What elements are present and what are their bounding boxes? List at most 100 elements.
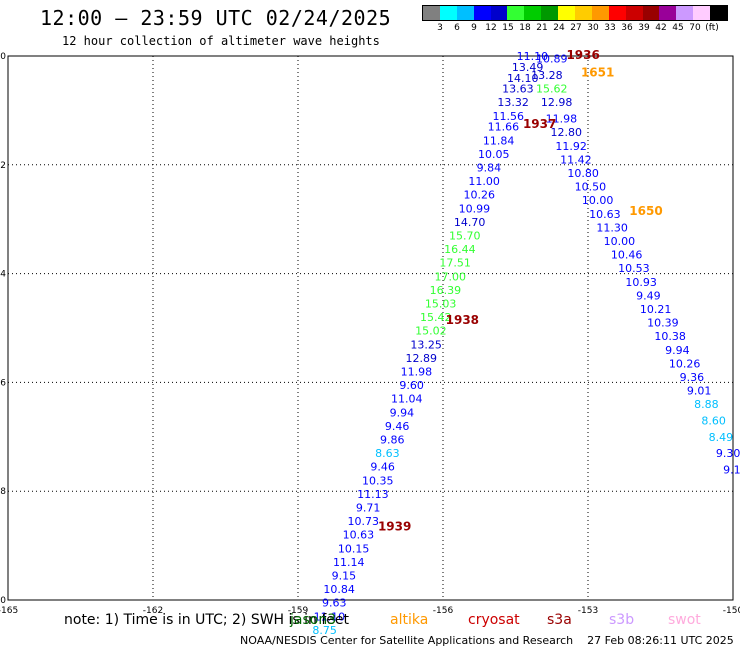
map-tick-labels: -165 -162 -159 -156 -153 -150 -50 -52 -54 -56 -58 -… xyxy=(0,52,740,616)
lon-tick-label: -150 xyxy=(723,606,740,616)
wave-height-value: 11.30 xyxy=(596,221,628,234)
wave-height-value: 9.86 xyxy=(380,434,405,447)
scale-label: 15 xyxy=(502,23,514,33)
scale-swatch xyxy=(676,6,694,20)
wave-height-value: 9.63 xyxy=(322,597,347,610)
footer-timestamp: 27 Feb 08:26:11 UTC 2025 xyxy=(587,634,734,647)
pass-time-label: 1651 xyxy=(581,65,614,79)
wave-height-value: 10.99 xyxy=(459,202,491,215)
scale-swatch xyxy=(575,6,592,20)
wave-height-value: 10.15 xyxy=(338,542,370,555)
wave-height-value: 12.80 xyxy=(551,126,583,139)
wave-height-value: 13.63 xyxy=(502,83,534,96)
scale-label: 27 xyxy=(570,23,582,33)
wave-height-value: 11.98 xyxy=(546,113,578,126)
scale-swatch xyxy=(541,6,559,20)
scale-swatch xyxy=(473,6,491,20)
scale-label: 3 xyxy=(437,23,443,33)
scale-label: 42 xyxy=(655,23,667,33)
wave-height-value: 9.15 xyxy=(332,570,357,583)
legend-item-s3a: s3a xyxy=(547,612,572,628)
wave-height-value: 10.63 xyxy=(343,529,375,542)
wave-height-value: 11.66 xyxy=(488,121,520,134)
lon-tick-label: -153 xyxy=(578,606,598,616)
lat-tick-label: -52 xyxy=(0,161,6,171)
lat-tick-label: -60 xyxy=(0,596,6,606)
wave-height-value: 16.39 xyxy=(430,284,462,297)
wave-height-value: 11.42 xyxy=(560,153,592,166)
wave-height-value: 17.51 xyxy=(439,257,471,270)
wave-height-value: 10.53 xyxy=(618,262,650,275)
wave-height-value: 10.00 xyxy=(604,235,636,248)
wave-height-value: 9.94 xyxy=(390,406,415,419)
wave-height-value: 13.25 xyxy=(410,338,442,351)
map-grid xyxy=(8,56,733,600)
wave-height-value: 11.92 xyxy=(555,140,587,153)
wave-height-value: 9.94 xyxy=(665,344,690,357)
pass-time-label: 1939 xyxy=(378,520,411,534)
scale-swatch xyxy=(642,6,660,20)
scale-label: 21 xyxy=(536,23,548,33)
wave-height-value: 12.98 xyxy=(541,96,573,109)
lat-tick-label: -54 xyxy=(0,270,6,280)
footer-source: NOAA/NESDIS Center for Satellite Applica… xyxy=(240,634,574,647)
lat-tick-label: -56 xyxy=(0,378,6,388)
wave-height-value: 11.14 xyxy=(333,556,365,569)
scale-swatch xyxy=(710,6,728,20)
scale-swatch xyxy=(608,6,626,20)
scale-label: 24 xyxy=(553,23,565,33)
lon-tick-label: -159 xyxy=(288,606,309,616)
wave-height-value: 10.00 xyxy=(582,194,614,207)
scale-swatch xyxy=(423,6,440,20)
scale-swatch xyxy=(524,6,542,20)
color-scale-bar xyxy=(422,5,728,21)
wave-height-value: 9.15 xyxy=(723,463,740,476)
wave-height-value: 13.49 xyxy=(512,61,544,74)
wave-height-value: 8.49 xyxy=(709,431,734,444)
wave-height-value: 8.88 xyxy=(694,398,719,411)
wave-height-value: 16.44 xyxy=(444,243,476,256)
wave-height-value: 11.13 xyxy=(357,488,389,501)
map-frame xyxy=(7,55,734,601)
scale-label: 30 xyxy=(587,23,599,33)
scale-label: 6 xyxy=(454,23,460,33)
wave-height-value: 8.63 xyxy=(375,447,400,460)
scale-label: 18 xyxy=(519,23,531,33)
wave-height-value: 9.71 xyxy=(356,502,381,515)
wave-height-value: 9.46 xyxy=(385,420,410,433)
wave-height-value: 9.36 xyxy=(680,371,705,384)
wave-height-value: 12.89 xyxy=(406,352,438,365)
scale-swatch xyxy=(625,6,643,20)
legend-item-s3b: s3b xyxy=(609,612,635,628)
pass-time-label: 1937 xyxy=(523,117,556,131)
lon-tick-label: -165 xyxy=(0,606,18,616)
scale-swatch xyxy=(507,6,525,20)
wave-height-points: 11.1013.4914.1013.6313.3211.5611.6611.84… xyxy=(312,50,740,637)
wave-height-value: 10.35 xyxy=(362,474,394,487)
scale-label: 45 xyxy=(672,23,684,33)
scale-swatch xyxy=(558,6,576,20)
wave-height-value: 10.80 xyxy=(567,167,599,180)
wave-height-value: 10.26 xyxy=(669,357,701,370)
wave-height-value: 17.00 xyxy=(435,270,467,283)
note-text: note: 1) Time is in UTC; 2) SWH is in fe… xyxy=(64,612,350,628)
wave-height-value: 10.21 xyxy=(640,303,672,316)
scale-swatch xyxy=(659,6,677,20)
wave-height-value: 10.89 xyxy=(536,53,568,66)
wave-height-value: 15.70 xyxy=(449,230,481,243)
wave-height-value: 9.60 xyxy=(399,379,424,392)
lon-tick-label: -162 xyxy=(143,606,163,616)
wave-height-value: 10.05 xyxy=(478,148,510,161)
wave-height-value: 10.63 xyxy=(589,208,621,221)
scale-swatch xyxy=(591,6,609,20)
wave-height-value: 11.04 xyxy=(391,393,423,406)
scale-swatch xyxy=(456,6,474,20)
wave-height-value: 15.03 xyxy=(425,298,457,311)
scale-swatch xyxy=(693,6,711,20)
map-subtitle: 12 hour collection of altimeter wave hei… xyxy=(62,34,380,48)
legend-item-cryosat: cryosat xyxy=(468,612,520,628)
wave-height-value: 9.30 xyxy=(716,447,740,460)
wave-height-value: 14.70 xyxy=(454,216,486,229)
footer: NOAA/NESDIS Center for Satellite Applica… xyxy=(240,634,734,647)
